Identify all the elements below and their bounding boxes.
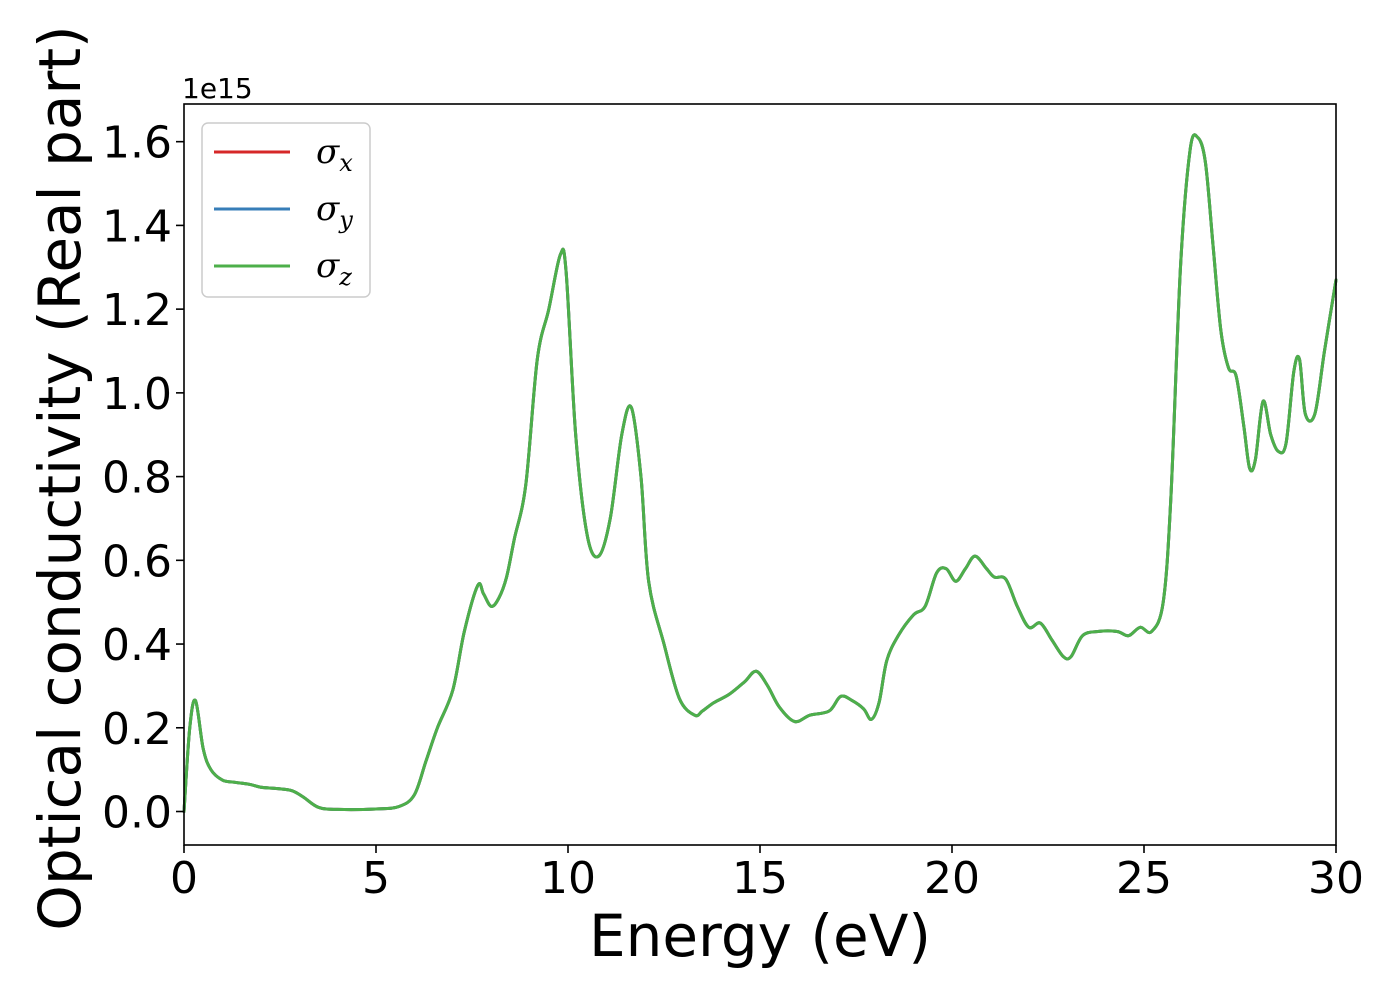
y-tick-label: 0.2: [102, 704, 172, 755]
legend-label-x: σx: [316, 132, 353, 177]
y-tick-label: 0.4: [102, 620, 172, 671]
x-tick-label: 0: [170, 853, 198, 904]
y-tick-label: 0.6: [102, 536, 172, 587]
x-tick-label: 15: [732, 853, 788, 904]
y-offset-label: 1e15: [182, 72, 253, 105]
x-axis-title: Energy (eV): [589, 902, 931, 970]
y-tick-label: 0.0: [102, 788, 172, 839]
x-tick-label: 5: [362, 853, 390, 904]
legend-label-z: σz: [316, 246, 352, 291]
y-axis-title: Optical conductivity (Real part): [26, 25, 94, 930]
x-tick-label: 10: [540, 853, 596, 904]
series-line-z: [182, 133, 1338, 814]
legend-label-y: σy: [316, 189, 353, 234]
x-axis-ticks: 0 5 10 15 20 25 30: [170, 845, 1364, 904]
y-axis-ticks: 0.0 0.2 0.4 0.6 0.8 1.0 1.2 1.4 1.6: [102, 118, 184, 839]
x-tick-label: 20: [924, 853, 980, 904]
y-tick-label: 0.8: [102, 453, 172, 504]
y-tick-label: 1.0: [102, 369, 172, 420]
y-tick-label: 1.2: [102, 285, 172, 336]
y-tick-label: 1.4: [102, 201, 172, 252]
legend: σx σy σz: [201, 122, 371, 298]
x-tick-label: 30: [1308, 853, 1364, 904]
y-tick-label: 1.6: [102, 118, 172, 169]
plot-area: [184, 104, 1336, 845]
x-tick-label: 25: [1116, 853, 1172, 904]
series-lines: [182, 133, 1338, 814]
